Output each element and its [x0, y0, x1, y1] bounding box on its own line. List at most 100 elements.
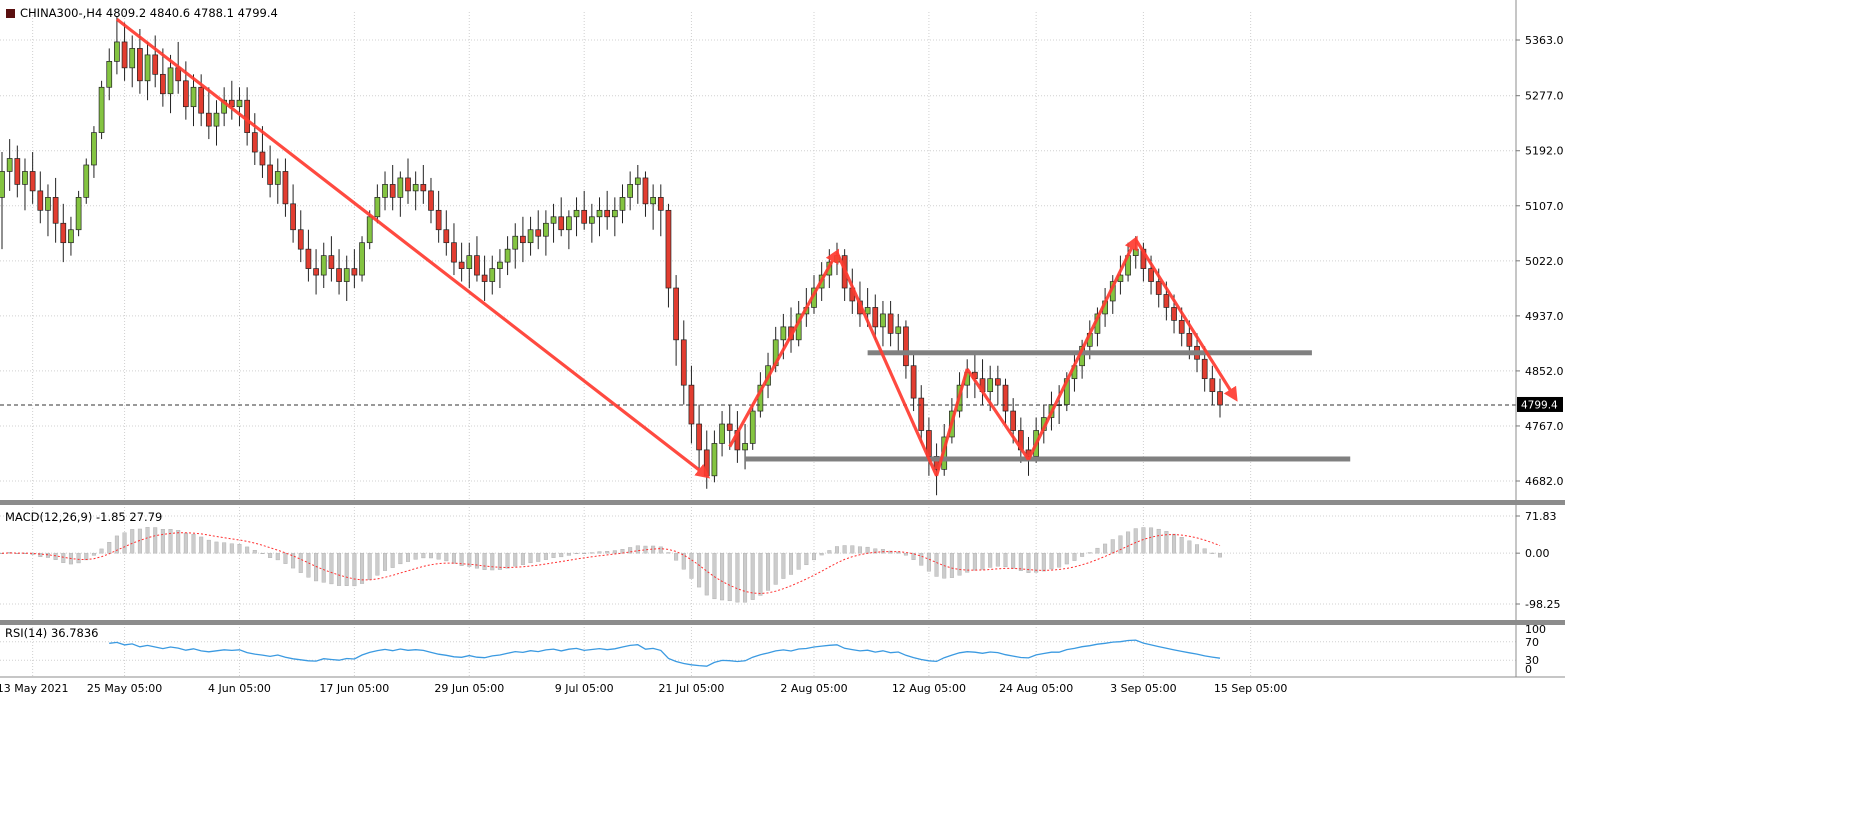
- macd-axis: 71.83 0.00 -98.25: [1516, 510, 1560, 611]
- candle-up: [144, 54, 151, 82]
- macd-bar: [1195, 544, 1200, 554]
- candle-down: [282, 171, 289, 205]
- macd-signal-line: [1, 532, 1221, 595]
- macd-bar: [1110, 539, 1115, 554]
- trend-arrow[interactable]: [965, 368, 1030, 461]
- candle-up: [650, 197, 656, 205]
- candle-up: [167, 67, 174, 95]
- macd-bar: [988, 552, 993, 568]
- candle-up: [880, 313, 886, 328]
- candle-down: [14, 158, 21, 185]
- rsi-indicator-header: RSI(14) 36.7836: [5, 626, 99, 640]
- candle-down: [872, 307, 879, 328]
- macd-bar: [237, 544, 242, 554]
- candle-up: [550, 216, 557, 224]
- trend-arrow[interactable]: [935, 368, 969, 477]
- price-axis-label: 5192.0: [1525, 145, 1564, 158]
- candle-up: [382, 184, 388, 198]
- grid-lines: [0, 12, 1516, 677]
- candle-down: [1002, 384, 1009, 412]
- macd-bar: [513, 552, 518, 567]
- candle-down: [458, 261, 465, 269]
- sr-line[interactable]: [745, 456, 1351, 462]
- macd-bar: [980, 552, 985, 570]
- macd-bar: [712, 552, 717, 600]
- candle-down: [910, 365, 917, 399]
- macd-bar: [1187, 540, 1192, 554]
- macd-bar: [635, 545, 640, 554]
- trend-arrow-annotations: [115, 18, 1238, 479]
- macd-bar: [574, 552, 579, 554]
- candle-down: [1010, 410, 1017, 431]
- candle-down: [389, 184, 396, 198]
- symbol-ohlc-header: CHINA300-,H4 4809.2 4840.6 4788.1 4799.4: [6, 6, 278, 20]
- macd-bar: [367, 552, 372, 580]
- macd-bar: [84, 552, 89, 561]
- candle-up: [114, 41, 120, 62]
- candle-down: [29, 171, 36, 192]
- candle-up: [566, 216, 572, 231]
- candle-down: [696, 423, 702, 451]
- macd-bar: [490, 552, 495, 571]
- candle-up: [213, 112, 220, 127]
- price-axis-label: 5277.0: [1525, 90, 1564, 103]
- trend-arrow[interactable]: [1134, 238, 1238, 402]
- macd-bar: [1072, 552, 1077, 561]
- candle-down: [60, 222, 67, 244]
- chart-symbol-icon: [6, 8, 15, 18]
- macd-bar: [505, 552, 510, 569]
- trend-arrow[interactable]: [835, 251, 939, 477]
- macd-bar: [789, 552, 794, 575]
- candle-up: [45, 197, 51, 211]
- macd-bar: [827, 550, 832, 554]
- macd-bar: [1149, 527, 1154, 554]
- macd-bar: [842, 545, 847, 554]
- rsi-axis-label: 0: [1525, 663, 1532, 676]
- macd-bar: [176, 530, 181, 554]
- candle-down: [121, 41, 128, 69]
- last-price-badge: 4799.4: [1517, 396, 1563, 412]
- macd-bar: [91, 552, 96, 556]
- time-axis[interactable]: 13 May 2021 25 May 05:00 4 Jun 05:00 17 Jun…: [0, 682, 1287, 695]
- macd-bar: [122, 532, 127, 554]
- macd-axis-label: 0.00: [1525, 547, 1550, 560]
- macd-bar: [360, 552, 365, 584]
- macd-bar: [605, 551, 610, 554]
- macd-bar: [674, 552, 679, 561]
- candle-up: [236, 99, 243, 108]
- trend-arrow[interactable]: [728, 248, 840, 448]
- macd-bar: [428, 552, 433, 559]
- panel-separator-rsi[interactable]: [0, 620, 1565, 625]
- sr-line[interactable]: [867, 350, 1312, 356]
- macd-bar: [1011, 552, 1016, 569]
- macd-bar: [61, 552, 66, 563]
- candle-up: [68, 229, 74, 244]
- macd-bar: [421, 552, 426, 559]
- panel-separator-macd[interactable]: [0, 500, 1565, 505]
- price-axis[interactable]: 5363.0 5277.0 5192.0 5107.0 5022.0 4937.0 4852…: [1516, 34, 1564, 488]
- macd-bar: [720, 552, 725, 601]
- candle-down: [535, 229, 542, 237]
- candle-down: [152, 54, 159, 75]
- candle-down: [1148, 268, 1154, 282]
- macd-bar: [245, 546, 250, 554]
- candle-up: [98, 86, 105, 133]
- macd-bar: [911, 552, 916, 560]
- macd-bar: [275, 552, 280, 561]
- candle-down: [520, 235, 526, 244]
- candle-up: [1132, 248, 1139, 256]
- trend-arrow[interactable]: [115, 18, 711, 479]
- macd-bar: [459, 552, 464, 566]
- macd-bar: [1118, 535, 1123, 554]
- rsi-axis-label: 70: [1525, 636, 1539, 649]
- candle-down: [137, 48, 143, 82]
- candle-down: [297, 229, 304, 250]
- trend-arrow[interactable]: [1027, 235, 1138, 461]
- macd-bar: [497, 552, 502, 570]
- candle-down: [474, 255, 480, 276]
- candle-down: [290, 203, 296, 231]
- macd-bar: [229, 543, 234, 554]
- macd-bar: [329, 552, 334, 585]
